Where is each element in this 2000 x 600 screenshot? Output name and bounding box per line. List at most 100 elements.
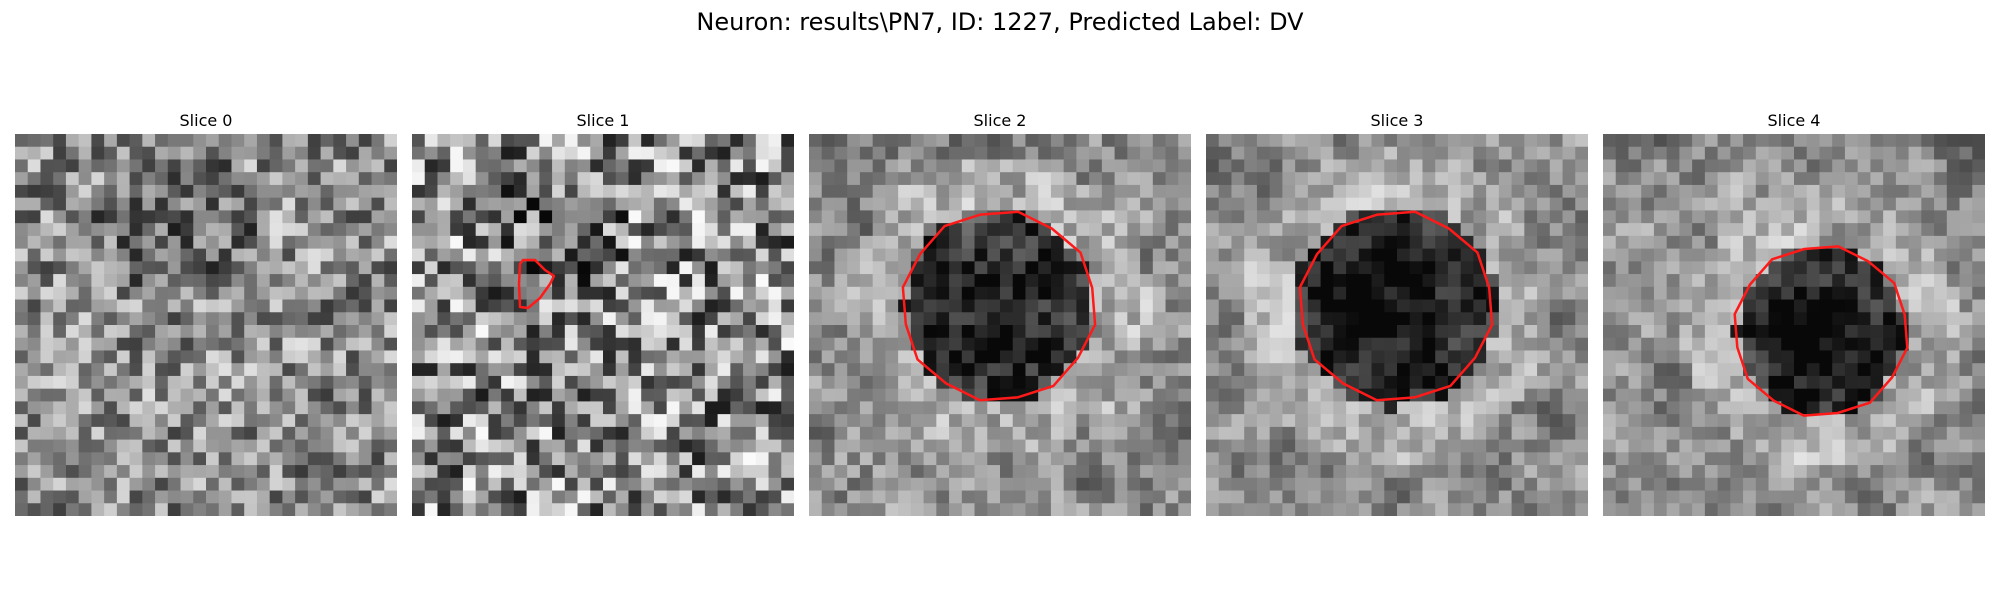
image-pixel xyxy=(1972,235,1985,250)
image-pixel xyxy=(781,223,794,237)
image-pixel xyxy=(269,184,283,199)
image-pixel xyxy=(653,210,668,224)
image-pixel xyxy=(1435,452,1449,466)
image-pixel xyxy=(206,465,220,479)
image-pixel xyxy=(1140,337,1154,352)
image-pixel xyxy=(1524,426,1538,441)
image-pixel xyxy=(679,503,693,516)
image-pixel xyxy=(730,312,744,326)
image-pixel xyxy=(104,477,118,492)
image-pixel xyxy=(1152,401,1167,415)
image-pixel xyxy=(358,490,373,504)
image-pixel xyxy=(781,490,794,504)
image-pixel xyxy=(679,426,693,441)
image-pixel xyxy=(462,299,477,313)
image-pixel xyxy=(1000,452,1014,466)
image-pixel xyxy=(1562,439,1576,453)
image-pixel xyxy=(1615,477,1630,492)
image-pixel xyxy=(590,490,604,504)
image-pixel xyxy=(307,350,322,364)
image-pixel xyxy=(15,223,29,237)
image-pixel xyxy=(564,261,579,275)
image-pixel xyxy=(1231,172,1245,186)
image-pixel xyxy=(1089,172,1103,186)
image-pixel xyxy=(333,414,347,428)
image-pixel xyxy=(1832,465,1846,479)
image-pixel xyxy=(424,337,439,352)
image-pixel xyxy=(539,477,553,492)
image-pixel xyxy=(692,375,706,390)
image-pixel xyxy=(488,439,502,453)
image-pixel xyxy=(743,197,757,211)
image-pixel xyxy=(27,490,42,504)
image-pixel xyxy=(65,146,80,161)
image-pixel xyxy=(679,312,693,326)
image-pixel xyxy=(450,477,464,492)
image-pixel xyxy=(206,299,220,313)
image-pixel xyxy=(1050,477,1065,492)
image-pixel xyxy=(1473,477,1487,492)
image-pixel xyxy=(1666,325,1680,339)
image-pixel xyxy=(1346,184,1360,199)
image-pixel xyxy=(1358,134,1373,148)
image-pixel xyxy=(91,235,105,250)
image-pixel xyxy=(155,477,169,492)
image-pixel xyxy=(1025,223,1039,237)
image-pixel xyxy=(1435,235,1449,250)
image-pixel xyxy=(781,439,794,453)
image-pixel xyxy=(653,401,668,415)
image-pixel xyxy=(1307,401,1322,415)
image-pixel xyxy=(1704,490,1719,504)
image-pixel xyxy=(1178,375,1191,390)
image-pixel xyxy=(1895,503,1910,516)
image-pixel xyxy=(1603,248,1617,262)
image-pixel xyxy=(1666,159,1680,173)
image-pixel xyxy=(307,261,322,275)
image-pixel xyxy=(1781,337,1795,352)
image-pixel xyxy=(501,248,515,262)
image-pixel xyxy=(1972,223,1985,237)
image-pixel xyxy=(1615,197,1630,211)
image-pixel xyxy=(1768,146,1782,161)
image-pixel xyxy=(936,477,950,492)
image-pixel xyxy=(1537,337,1551,352)
image-pixel xyxy=(53,503,67,516)
image-pixel xyxy=(526,350,540,364)
image-pixel xyxy=(53,210,67,224)
image-pixel xyxy=(1178,465,1191,479)
image-pixel xyxy=(412,248,426,262)
image-pixel xyxy=(1794,261,1808,275)
image-pixel xyxy=(1615,172,1630,186)
image-pixel xyxy=(1781,503,1795,516)
image-pixel xyxy=(590,159,604,173)
image-pixel xyxy=(1152,375,1167,390)
image-pixel xyxy=(564,312,579,326)
image-pixel xyxy=(1486,465,1500,479)
image-pixel xyxy=(358,439,373,453)
image-pixel xyxy=(1819,465,1833,479)
image-pixel xyxy=(1358,159,1373,173)
image-pixel xyxy=(923,439,937,453)
image-pixel xyxy=(295,172,309,186)
image-pixel xyxy=(809,388,823,402)
image-pixel xyxy=(295,159,309,173)
image-pixel xyxy=(666,426,680,441)
image-pixel xyxy=(1114,261,1128,275)
image-pixel xyxy=(1218,286,1233,301)
image-pixel xyxy=(1895,477,1910,492)
image-pixel xyxy=(1050,490,1065,504)
image-pixel xyxy=(552,337,566,352)
image-pixel xyxy=(768,274,782,288)
image-pixel xyxy=(1946,401,1961,415)
image-pixel xyxy=(692,184,706,199)
image-pixel xyxy=(129,261,143,275)
image-pixel xyxy=(653,146,668,161)
image-pixel xyxy=(1730,184,1744,199)
image-pixel xyxy=(666,184,680,199)
image-pixel xyxy=(1549,503,1564,516)
image-pixel xyxy=(193,159,207,173)
image-pixel xyxy=(552,312,566,326)
image-pixel xyxy=(53,350,67,364)
image-pixel xyxy=(1218,350,1233,364)
image-pixel xyxy=(1857,210,1871,224)
